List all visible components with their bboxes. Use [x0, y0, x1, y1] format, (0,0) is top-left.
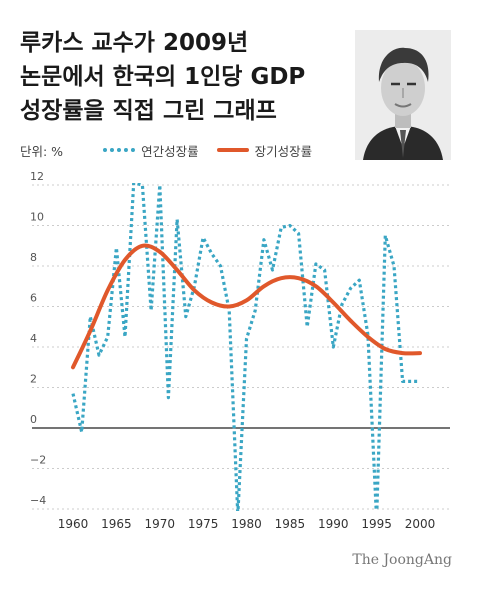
y-tick-label: 2: [30, 373, 37, 386]
title-line-2: 논문에서 한국의 1인당 GDP: [20, 64, 306, 90]
chart-title: 루카스 교수가 2009년 논문에서 한국의 1인당 GDP 성장률을 직접 그…: [20, 26, 350, 128]
legend-item-annual: 연간성장률: [103, 141, 199, 160]
x-tick-label: 2000: [405, 517, 436, 531]
chart-plot: −4 −2 0 2 4 6 8 10 12 1960 1965 1970 1975 1980 1985 199…: [30, 170, 450, 531]
x-tick-label: 1970: [144, 517, 175, 531]
y-tick-label: 4: [30, 332, 37, 345]
y-tick-label: −2: [30, 454, 46, 467]
legend: 단위: % 연간성장률 장기성장률: [20, 140, 330, 160]
y-tick-label: 10: [30, 211, 44, 224]
y-tick-label: 6: [30, 292, 37, 305]
series-line-longterm: [71, 243, 422, 370]
dotted-line-swatch-icon: [103, 148, 136, 152]
x-tick-label: 1965: [101, 517, 132, 531]
y-tick-label: 0: [30, 413, 37, 426]
unit-label: 단위: %: [20, 143, 64, 159]
y-tick-label: 8: [30, 251, 37, 264]
portrait-photo: [355, 30, 451, 160]
legend-label-longterm: 장기성장률: [254, 143, 313, 159]
x-tick-label: 1995: [361, 517, 392, 531]
series-line-annual: [71, 183, 420, 511]
x-tick-label: 1960: [58, 517, 89, 531]
legend-item-longterm: 장기성장률: [216, 141, 313, 160]
title-line-1: 루카스 교수가 2009년: [20, 30, 249, 56]
x-tick-label: 1985: [275, 517, 306, 531]
title-line-3: 성장률을 직접 그린 그래프: [20, 98, 277, 124]
source-credit: The JoongAng: [352, 552, 452, 568]
x-tick-label: 1990: [318, 517, 349, 531]
solid-line-swatch-icon: [216, 148, 249, 152]
y-tick-label: −4: [30, 494, 46, 507]
legend-label-annual: 연간성장률: [141, 143, 199, 159]
x-tick-label: 1975: [188, 517, 219, 531]
x-tick-label: 1980: [231, 517, 262, 531]
portrait-illustration: [355, 30, 451, 160]
y-tick-label: 12: [30, 170, 44, 183]
